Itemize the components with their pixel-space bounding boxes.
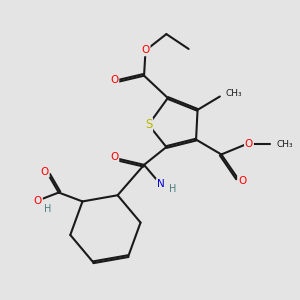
Text: O: O <box>40 167 49 177</box>
Text: N: N <box>157 179 164 189</box>
Text: CH₃: CH₃ <box>277 140 293 148</box>
Text: O: O <box>34 196 42 206</box>
Text: O: O <box>110 152 118 162</box>
Text: O: O <box>110 75 118 85</box>
Text: O: O <box>245 139 253 149</box>
Text: H: H <box>44 204 51 214</box>
Text: S: S <box>145 118 152 131</box>
Text: H: H <box>169 184 177 194</box>
Text: CH₃: CH₃ <box>226 89 242 98</box>
Text: O: O <box>238 176 246 186</box>
Text: O: O <box>141 45 150 56</box>
